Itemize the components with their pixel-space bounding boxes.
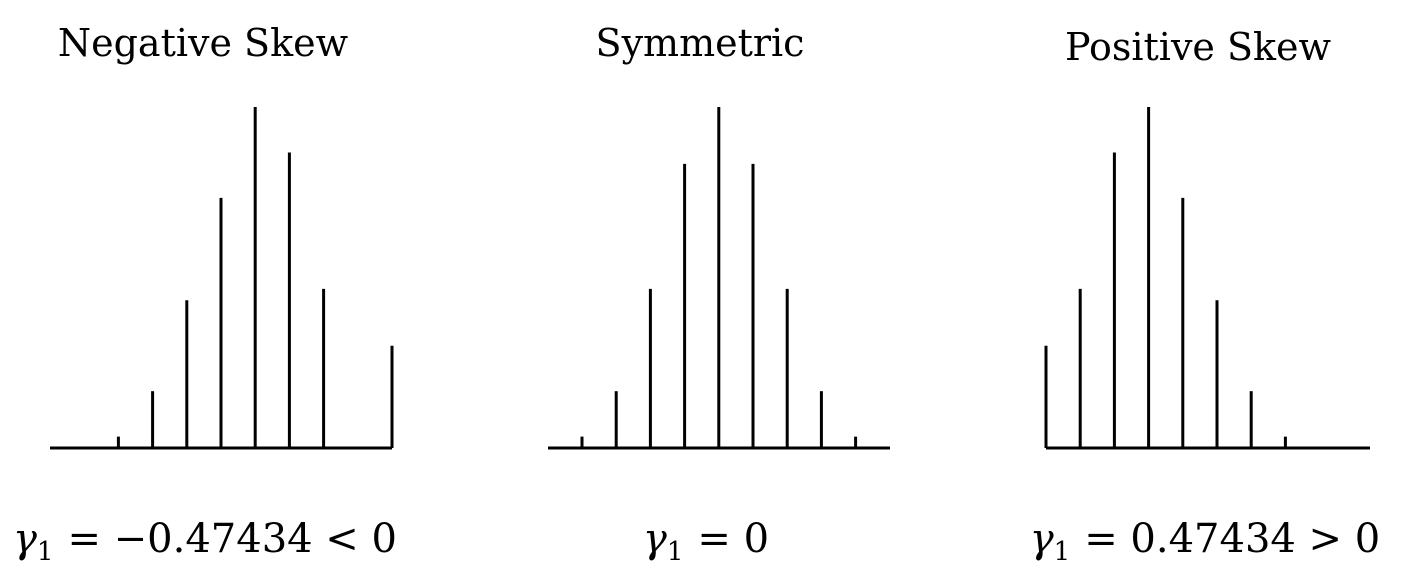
gamma-subscript: 1 xyxy=(1054,537,1071,567)
panel-positive-skew: Positive Skew γ1 = 0.47434 > 0 xyxy=(1030,25,1381,567)
panel-title: Negative Skew xyxy=(58,21,349,65)
skewness-annotation: γ1 = 0.47434 > 0 xyxy=(1030,516,1381,567)
skewness-annotation: γ1 = −0.47434 < 0 xyxy=(13,516,397,567)
panel-title: Positive Skew xyxy=(1065,25,1332,69)
gamma-subscript: 1 xyxy=(667,537,684,567)
skewness-value: = −0.47434 < 0 xyxy=(67,516,397,562)
gamma-symbol: γ xyxy=(13,516,37,562)
panel-title: Symmetric xyxy=(596,21,805,65)
stem-plot xyxy=(50,107,394,450)
gamma-symbol: γ xyxy=(1030,516,1054,562)
stem-plot xyxy=(548,107,890,450)
panel-symmetric: Symmetric γ1 = 0 xyxy=(548,21,890,567)
skewness-annotation: γ1 = 0 xyxy=(643,516,769,567)
skewness-value: = 0 xyxy=(697,516,769,562)
skewness-value: = 0.47434 > 0 xyxy=(1084,516,1380,562)
stem-plot xyxy=(1044,107,1370,450)
gamma-symbol: γ xyxy=(643,516,667,562)
gamma-subscript: 1 xyxy=(37,537,54,567)
panel-negative-skew: Negative Skew γ1 = −0.47434 < 0 xyxy=(13,21,397,567)
